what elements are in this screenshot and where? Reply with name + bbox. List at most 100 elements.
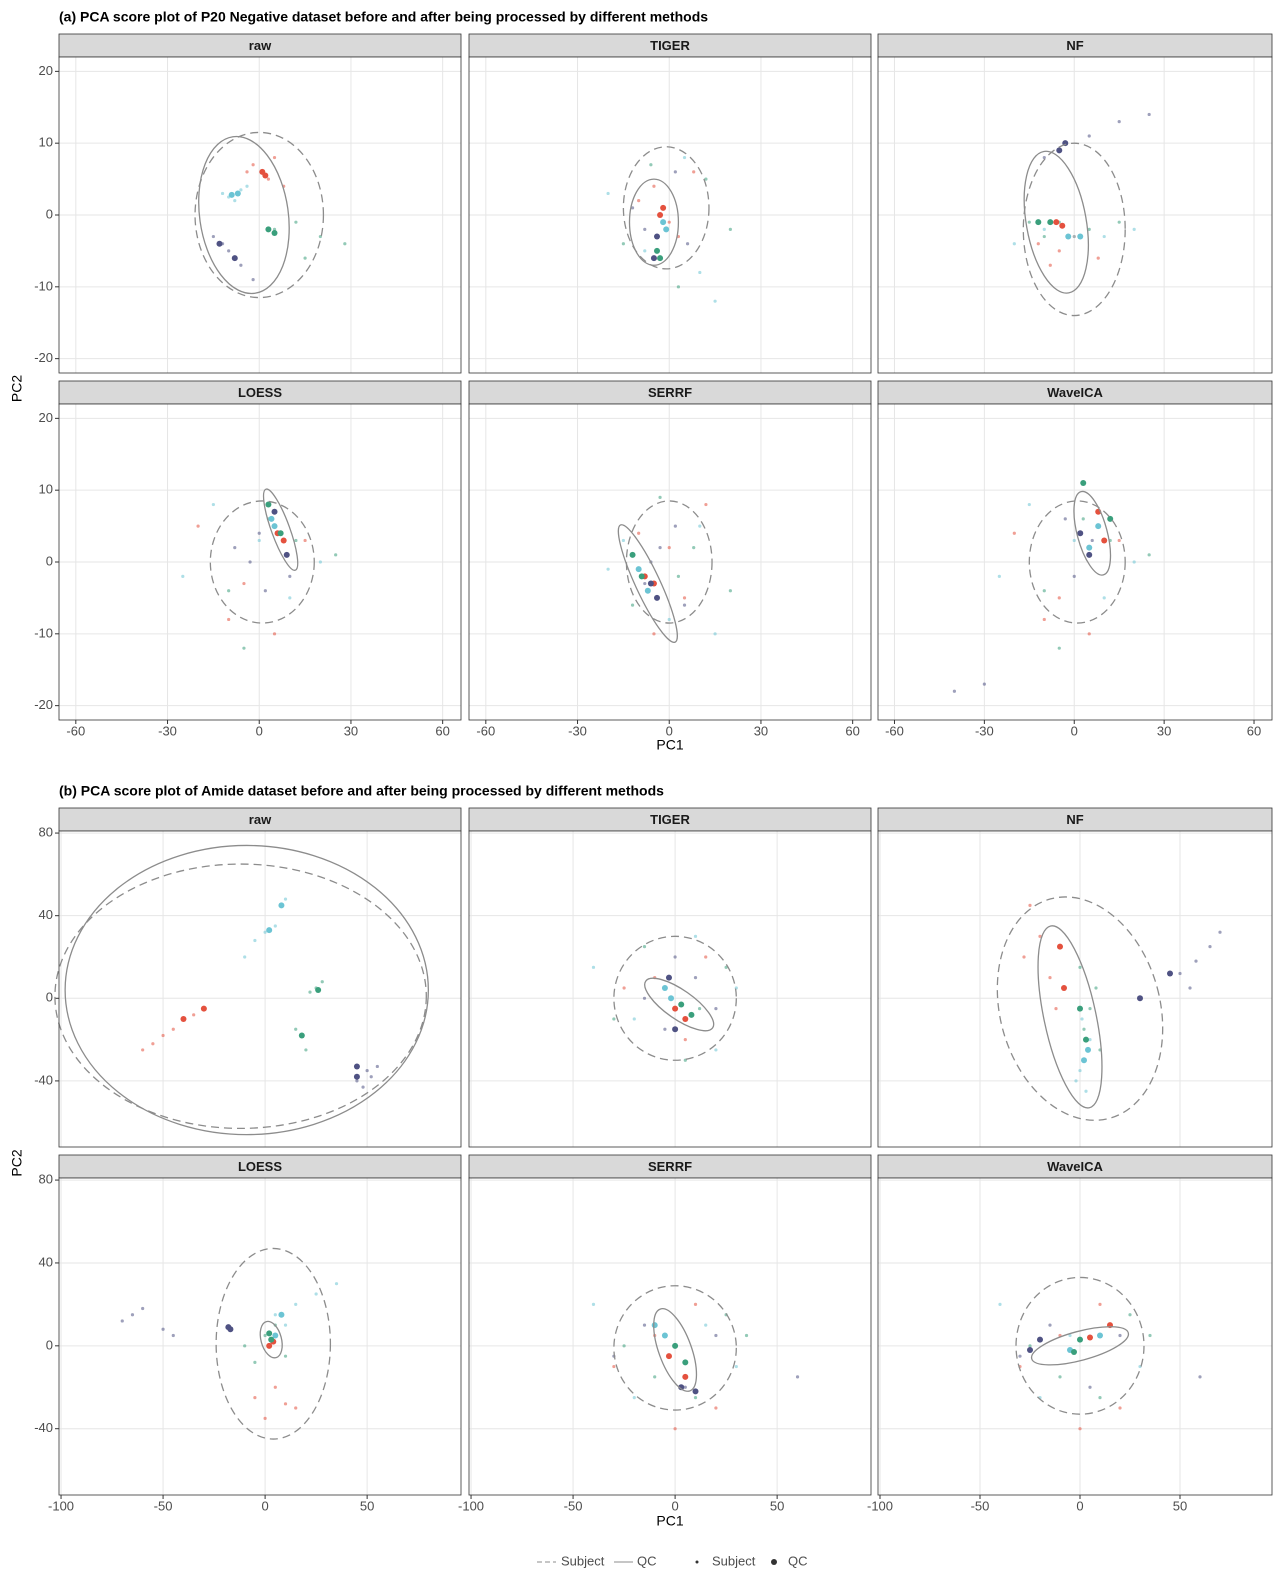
y-tick-label: 80 [39, 825, 53, 840]
subject-point [1178, 971, 1182, 976]
subject-point [606, 567, 610, 571]
qc-point [1061, 984, 1067, 991]
x-tick-label: -30 [158, 723, 177, 738]
qc-point [672, 1026, 679, 1033]
panel: NF [877, 33, 1273, 374]
qc-point [660, 204, 667, 211]
subject-point [714, 1333, 718, 1338]
qc-point [298, 1032, 305, 1039]
panel-title: SERRF [648, 385, 692, 400]
qc-ellipse [1030, 1326, 1130, 1366]
subject-point [642, 945, 647, 949]
qc-ellipse [1023, 150, 1089, 294]
subject-point [1117, 538, 1121, 543]
qc-point [682, 1373, 689, 1380]
qc-point [266, 1342, 273, 1349]
subject-point [1128, 1313, 1132, 1317]
qc-point [1097, 1332, 1103, 1339]
qc-point [692, 1388, 699, 1395]
panel-title: SERRF [648, 1159, 692, 1174]
subject-point [263, 1416, 267, 1420]
subject-point [1088, 1038, 1092, 1042]
qc-ellipse [262, 488, 299, 571]
subject-point [308, 990, 312, 994]
plot-area [469, 1178, 871, 1495]
subject-point [1048, 976, 1052, 980]
legend-label: QC [637, 1553, 657, 1568]
subject-point [1082, 1027, 1086, 1031]
subject-point [704, 955, 708, 959]
subject-point [355, 1079, 359, 1083]
plot-area [878, 1178, 1272, 1495]
subject-ellipse [194, 131, 325, 299]
y-tick-label: 40 [39, 1254, 53, 1269]
subject-point [1028, 903, 1032, 907]
subject-point [294, 220, 298, 224]
y-tick-label: 10 [39, 135, 53, 150]
subject-point [643, 581, 647, 586]
qc-point [271, 229, 278, 236]
subject-point [242, 646, 246, 650]
subject-point [728, 227, 732, 231]
x-axis-label: PC1 [656, 737, 683, 753]
qc-point [280, 537, 287, 544]
qc-ellipse [1037, 925, 1103, 1109]
qc-ellipse [1073, 490, 1112, 576]
x-tick-label: 30 [754, 723, 768, 738]
qc-point [1037, 1336, 1043, 1343]
subject-ellipse [209, 500, 315, 624]
subject-point [1072, 234, 1076, 239]
subject-point [245, 184, 249, 188]
qc-point [353, 1073, 360, 1080]
subject-point [1042, 155, 1046, 160]
subject-point [734, 986, 738, 990]
panel-border [468, 1177, 872, 1496]
subject-ellipse [622, 146, 710, 270]
subject-point [283, 1402, 288, 1406]
subject-point [151, 1042, 155, 1046]
qc-point [661, 1332, 668, 1339]
subject-point [612, 1017, 616, 1021]
subject-point [997, 574, 1001, 578]
subject-point [591, 965, 596, 969]
qc-point [1083, 1036, 1089, 1043]
qc-ellipse [617, 524, 678, 644]
x-tick-label: -100 [458, 1498, 484, 1513]
subject-ellipse [996, 896, 1164, 1121]
subject-point [632, 1396, 636, 1400]
subject-ellipse [613, 1285, 737, 1411]
subject-point [314, 1292, 318, 1296]
subject-point [181, 574, 185, 578]
subject-point [1068, 1333, 1072, 1338]
qc-point [353, 1063, 360, 1070]
subject-point [649, 163, 653, 167]
qc-point [654, 247, 661, 254]
x-tick-label: -30 [975, 723, 994, 738]
qc-point [657, 255, 664, 262]
subject-point [272, 155, 277, 160]
subject-point [1042, 234, 1046, 239]
subject-ellipse [1028, 500, 1126, 624]
subject-point [192, 1013, 196, 1017]
qc-point [277, 530, 284, 537]
subject-point [1072, 538, 1076, 543]
qc-point [688, 1011, 695, 1018]
qc-point [227, 1326, 234, 1333]
x-tick-label: 30 [344, 723, 358, 738]
subject-point [1218, 930, 1222, 934]
qc-point [672, 1342, 679, 1349]
qc-point [682, 1015, 689, 1022]
subject-point [1087, 134, 1091, 138]
subject-point [714, 1048, 718, 1052]
qc-point [180, 1015, 187, 1022]
subject-point [658, 495, 662, 499]
subject-point [682, 596, 687, 600]
subject-point [643, 227, 647, 231]
subject-point [243, 955, 247, 959]
qc-point [647, 580, 654, 587]
subject-point [211, 502, 215, 507]
subject-point [288, 574, 292, 578]
subject-point [272, 632, 277, 636]
plot-area [878, 831, 1272, 1147]
y-tick-label: -10 [34, 625, 53, 640]
